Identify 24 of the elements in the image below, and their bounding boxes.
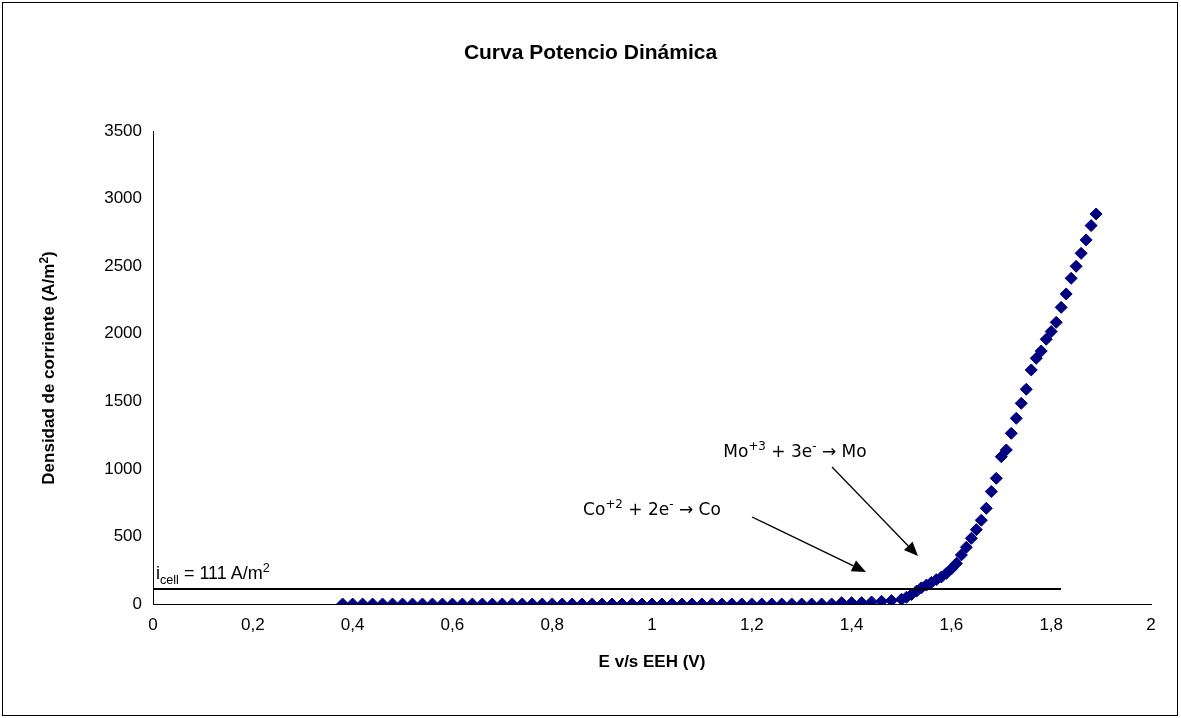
x-tick-label: 0,8	[540, 614, 565, 634]
x-tick-label: 2	[1146, 614, 1156, 634]
annotation: Co$^{+2}$ + 2e$^{-}$ → Co	[583, 497, 721, 519]
x-tick-label: 1,2	[739, 614, 764, 634]
chart-title: Curva Potencio Dinámica	[462, 40, 719, 64]
x-tick-label: 0,6	[440, 614, 465, 634]
x-axis-title: E v/s EEH (V)	[597, 652, 707, 672]
y-tick-label: 3500	[104, 120, 142, 140]
x-tick-label: 0,2	[240, 614, 265, 634]
x-tick-label: 1,8	[1039, 614, 1064, 634]
x-tick-label: 0,4	[340, 614, 365, 634]
annotation: Mo$^{+3}$ + 3e$^{-}$ → Mo	[723, 439, 867, 461]
y-tick-label: 0	[132, 593, 142, 613]
y-tick-label: 1000	[104, 458, 142, 478]
x-tick-label: 1,4	[839, 614, 864, 634]
x-tick-label: 1	[647, 614, 657, 634]
y-tick-label: 2000	[104, 323, 142, 343]
y-tick-label: 1500	[104, 390, 142, 410]
y-tick-label: 2500	[104, 255, 142, 275]
x-tick-label: 1,6	[939, 614, 964, 634]
x-tick-label: 0	[148, 614, 158, 634]
y-tick-label: 500	[113, 526, 142, 546]
y-tick-label: 3000	[104, 188, 142, 208]
ref-line-label: i$_{cell}$ = 111 A/m$^{2}$	[156, 560, 270, 587]
